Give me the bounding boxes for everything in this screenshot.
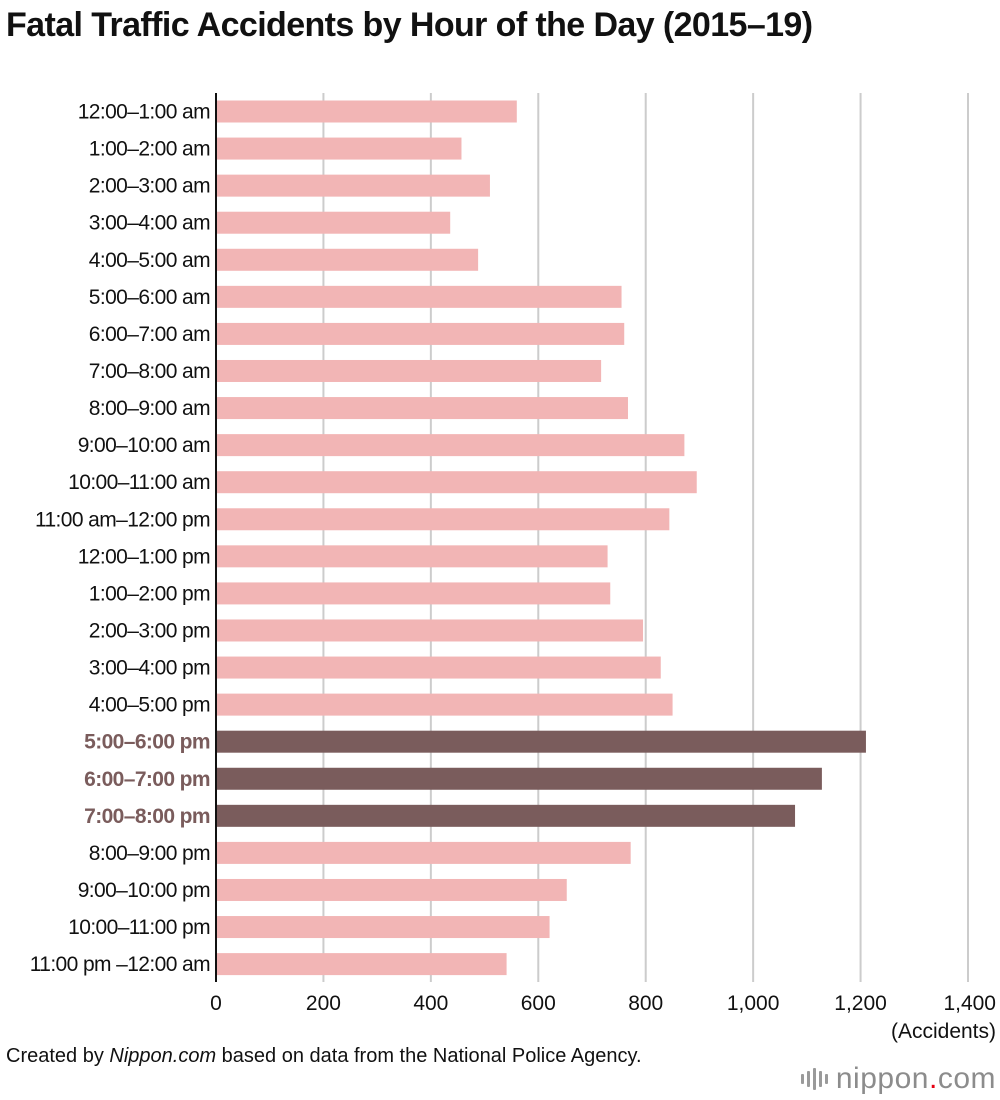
bar (216, 434, 685, 457)
category-label: 6:00–7:00 am (89, 323, 210, 346)
x-tick-label: 200 (306, 992, 341, 1015)
source-suffix: based on data from the National Police A… (216, 1045, 642, 1067)
category-label: 3:00–4:00 am (89, 212, 210, 235)
bar (216, 841, 631, 864)
bar (216, 100, 517, 123)
category-label: 10:00–11:00 pm (68, 916, 210, 939)
bar (216, 730, 866, 753)
category-label: 7:00–8:00 am (89, 360, 210, 383)
category-label: 4:00–5:00 am (89, 249, 210, 272)
category-label: 6:00–7:00 pm (84, 768, 210, 791)
x-tick-label: 600 (521, 992, 556, 1015)
category-label: 11:00 pm –12:00 am (30, 953, 210, 976)
bar (216, 508, 670, 531)
x-tick-label: 400 (413, 992, 448, 1015)
category-label: 1:00–2:00 am (89, 138, 210, 161)
bar (216, 137, 462, 160)
bar (216, 804, 796, 827)
category-label: 8:00–9:00 pm (89, 842, 210, 865)
grid-lines (322, 93, 969, 982)
category-labels: 12:00–1:00 am 1:00–2:00 am 2:00–3:00 am 3:0… (30, 101, 211, 977)
category-label: 1:00–2:00 pm (89, 582, 210, 605)
category-label: 5:00–6:00 pm (84, 731, 210, 754)
category-label: 2:00–3:00 pm (89, 619, 210, 642)
chart-title: Fatal Traffic Accidents by Hour of the D… (6, 6, 813, 44)
category-label: 12:00–1:00 am (78, 101, 210, 124)
category-label: 7:00–8:00 pm (84, 805, 210, 828)
bar (216, 953, 507, 976)
bar (216, 285, 622, 308)
bar (216, 878, 567, 901)
category-label: 10:00–11:00 am (68, 471, 210, 494)
bar (216, 174, 490, 197)
x-tick-label: 1,000 (727, 992, 780, 1015)
bar (216, 211, 451, 234)
bar (216, 248, 479, 271)
bar (216, 545, 608, 568)
bar-chart: 12:00–1:00 am 1:00–2:00 am 2:00–3:00 am 3:0… (30, 93, 996, 1043)
category-label: 11:00 am–12:00 pm (35, 508, 210, 531)
logo-dot: . (928, 1062, 938, 1095)
bar (216, 619, 644, 642)
x-tick-label: 800 (628, 992, 663, 1015)
category-label: 8:00–9:00 am (89, 397, 210, 420)
bar (216, 397, 628, 420)
source-prefix: Created by (6, 1045, 110, 1067)
category-label: 5:00–6:00 am (89, 286, 210, 309)
source-note: Created by Nippon.com based on data from… (6, 1043, 666, 1070)
bars (216, 100, 866, 976)
bar (216, 322, 625, 345)
category-label: 4:00–5:00 pm (89, 694, 210, 717)
category-label: 12:00–1:00 pm (78, 545, 210, 568)
bar (216, 359, 602, 382)
x-tick-label: 0 (210, 992, 222, 1015)
x-axis-unit-label: (Accidents) (891, 1020, 996, 1043)
x-tick-labels: 0 200 400 600 800 1,000 1,200 1,400 (210, 992, 996, 1015)
source-brand: Nippon.com (109, 1045, 217, 1067)
logo-bars-icon (800, 1068, 828, 1090)
bar (216, 471, 697, 494)
x-tick-label: 1,400 (943, 992, 996, 1015)
category-label: 3:00–4:00 pm (89, 657, 210, 680)
bar (216, 916, 550, 939)
bar (216, 582, 611, 605)
logo-tld: com (937, 1062, 996, 1095)
x-tick-label: 1,200 (834, 992, 887, 1015)
bar (216, 693, 673, 716)
category-label: 2:00–3:00 am (89, 175, 210, 198)
category-label: 9:00–10:00 pm (78, 879, 210, 902)
bar (216, 656, 661, 679)
bar (216, 767, 822, 790)
logo-text: nippon.com (836, 1062, 996, 1096)
logo-name: nippon (835, 1062, 929, 1095)
category-label: 9:00–10:00 am (78, 434, 210, 457)
nippon-logo: nippon.com (800, 1062, 996, 1096)
